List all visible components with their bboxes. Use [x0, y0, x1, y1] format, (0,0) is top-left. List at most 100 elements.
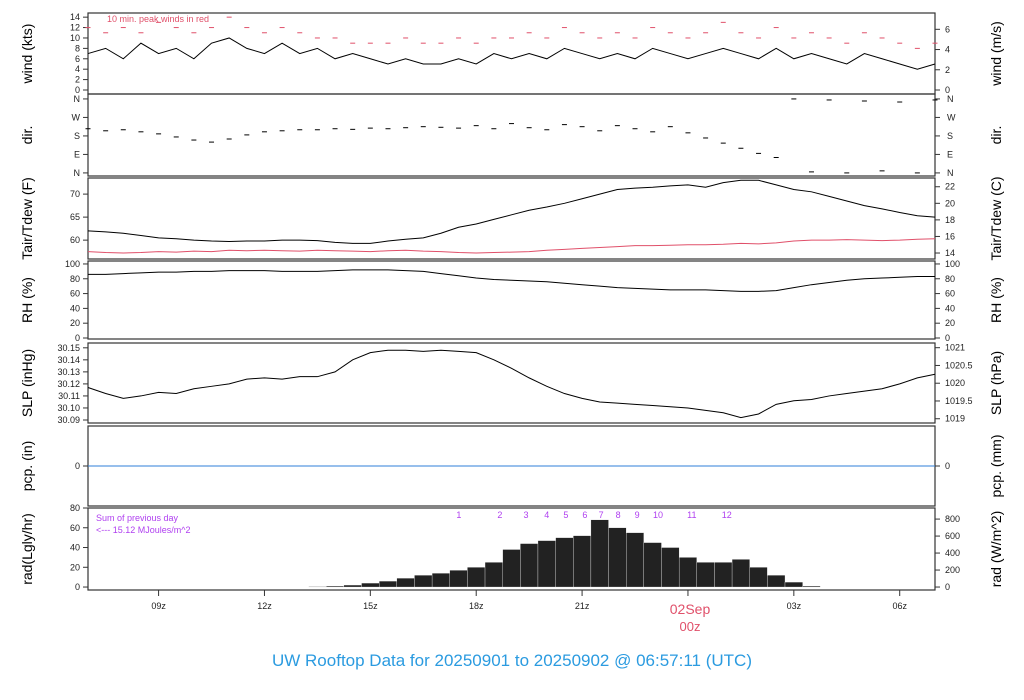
x-tick-label: 12z — [257, 601, 272, 611]
y-tick-label-dir: N — [74, 168, 81, 178]
panel-frame-wind — [87, 12, 936, 95]
bar-radiation — [414, 575, 433, 588]
bar-radiation — [802, 585, 821, 588]
y-tick-label-wind: 12 — [70, 23, 80, 33]
y-tick-label-right-rad: 200 — [945, 565, 960, 575]
y-tick-label-right-wind: 4 — [945, 45, 950, 55]
solar-hour-marker: 6 — [582, 510, 587, 520]
y-tick-label-wind: 14 — [70, 12, 80, 22]
y-tick-label-right-dir: N — [947, 168, 954, 178]
bar-radiation — [590, 519, 609, 588]
bar-radiation — [379, 580, 397, 588]
y-tick-label-rh: 40 — [70, 303, 80, 313]
y-axis-label-right-rh: RH (%) — [988, 277, 1004, 323]
bar-radiation — [643, 542, 662, 588]
x-tick-label: 15z — [363, 601, 378, 611]
y-tick-label-right-dir: W — [947, 112, 956, 122]
bar-radiation — [361, 582, 380, 588]
bar-radiation — [784, 581, 803, 588]
bar-radiation — [396, 577, 415, 588]
panel-frame-dir — [87, 93, 936, 177]
solar-hour-marker: 5 — [563, 510, 568, 520]
date-marker-date: 02Sep — [670, 601, 711, 617]
y-tick-label-right-wind: 6 — [945, 24, 950, 34]
y-tick-label-right-temp: 14 — [945, 248, 955, 258]
solar-hour-marker: 1 — [456, 510, 461, 520]
y-tick-label-wind: 10 — [70, 33, 80, 43]
y-tick-label-right-rh: 80 — [945, 274, 955, 284]
y-tick-label-slp: 30.09 — [57, 415, 80, 425]
y-tick-label-right-rh: 60 — [945, 289, 955, 299]
y-tick-label-rh: 20 — [70, 318, 80, 328]
bar-radiation — [467, 567, 486, 588]
y-axis-label-rh: RH (%) — [19, 277, 35, 323]
y-tick-label-slp: 30.15 — [57, 343, 80, 353]
y-axis-label-wind: wind (kts) — [19, 24, 35, 85]
x-tick-label: 06z — [892, 601, 907, 611]
series-rh — [88, 269, 935, 292]
y-tick-label-dir: S — [74, 131, 80, 141]
y-tick-label-right-rad: 800 — [945, 514, 960, 524]
y-tick-label-wind: 8 — [75, 43, 80, 53]
y-tick-label-temp: 65 — [70, 212, 80, 222]
y-axis-label-slp: SLP (inHg) — [19, 349, 35, 417]
y-tick-label-right-rh: 100 — [945, 259, 960, 269]
bar-radiation — [484, 562, 503, 588]
bar-radiation — [731, 559, 750, 588]
series-tdew — [87, 238, 936, 254]
series-tair — [87, 179, 936, 244]
solar-hour-marker: 9 — [635, 510, 640, 520]
x-tick-label: 18z — [469, 601, 484, 611]
peak-wind-annotation: 10 min. peak winds in red — [107, 14, 209, 24]
solar-hour-marker: 12 — [722, 510, 732, 520]
bar-radiation — [661, 547, 680, 588]
bar-radiation — [449, 570, 468, 588]
y-tick-label-rh: 0 — [75, 333, 80, 343]
y-tick-label-wind: 6 — [75, 54, 80, 64]
y-tick-label-slp: 30.12 — [57, 379, 80, 389]
y-tick-label-dir: E — [74, 149, 80, 159]
bar-radiation — [749, 567, 768, 588]
y-axis-label-temp: Tair/Tdew (F) — [19, 177, 35, 259]
y-tick-label-right-slp: 1019.5 — [945, 396, 973, 406]
y-axis-label-right-pcp: pcp. (mm) — [988, 435, 1004, 498]
y-tick-label-right-pcp: 0 — [945, 461, 950, 471]
bar-radiation — [767, 575, 786, 588]
y-tick-label-right-slp: 1021 — [945, 343, 965, 353]
y-tick-label-right-temp: 16 — [945, 231, 955, 241]
y-tick-label-right-temp: 20 — [945, 198, 955, 208]
bar-radiation — [608, 527, 627, 588]
solar-hour-marker: 2 — [497, 510, 502, 520]
y-axis-label-pcp: pcp. (in) — [19, 441, 35, 492]
bar-radiation — [696, 562, 715, 588]
y-tick-label-right-slp: 1020 — [945, 378, 965, 388]
panel-frame-rh — [87, 260, 936, 340]
y-tick-label-rad: 0 — [75, 582, 80, 592]
rad-sum-annotation-1: Sum of previous day — [96, 513, 179, 523]
y-axis-label-right-slp: SLP (hPa) — [988, 351, 1004, 415]
solar-hour-marker: 10 — [653, 510, 663, 520]
panel-frame-rad — [87, 507, 936, 591]
x-tick-label: 09z — [151, 601, 166, 611]
series-wind — [87, 37, 936, 70]
y-tick-label-right-temp: 22 — [945, 182, 955, 192]
bar-radiation — [626, 532, 644, 588]
y-tick-label-rad: 80 — [70, 503, 80, 513]
y-tick-label-right-rad: 400 — [945, 548, 960, 558]
y-tick-label-right-rh: 40 — [945, 303, 955, 313]
y-tick-label-right-slp: 1020.5 — [945, 360, 973, 370]
y-axis-label-right-wind: wind (m/s) — [988, 21, 1004, 87]
y-tick-label-rh: 100 — [65, 259, 80, 269]
bar-radiation — [326, 585, 345, 588]
y-axis-label-dir: dir. — [19, 126, 35, 145]
y-axis-label-right-temp: Tair/Tdew (C) — [988, 176, 1004, 260]
solar-hour-marker: 3 — [523, 510, 528, 520]
y-tick-label-right-dir: N — [947, 94, 954, 104]
y-tick-label-right-dir: S — [947, 131, 953, 141]
y-tick-label-dir: W — [72, 112, 81, 122]
y-tick-label-right-rh: 0 — [945, 333, 950, 343]
y-tick-label-wind: 4 — [75, 64, 80, 74]
bar-radiation — [678, 557, 697, 588]
solar-hour-marker: 4 — [544, 510, 549, 520]
